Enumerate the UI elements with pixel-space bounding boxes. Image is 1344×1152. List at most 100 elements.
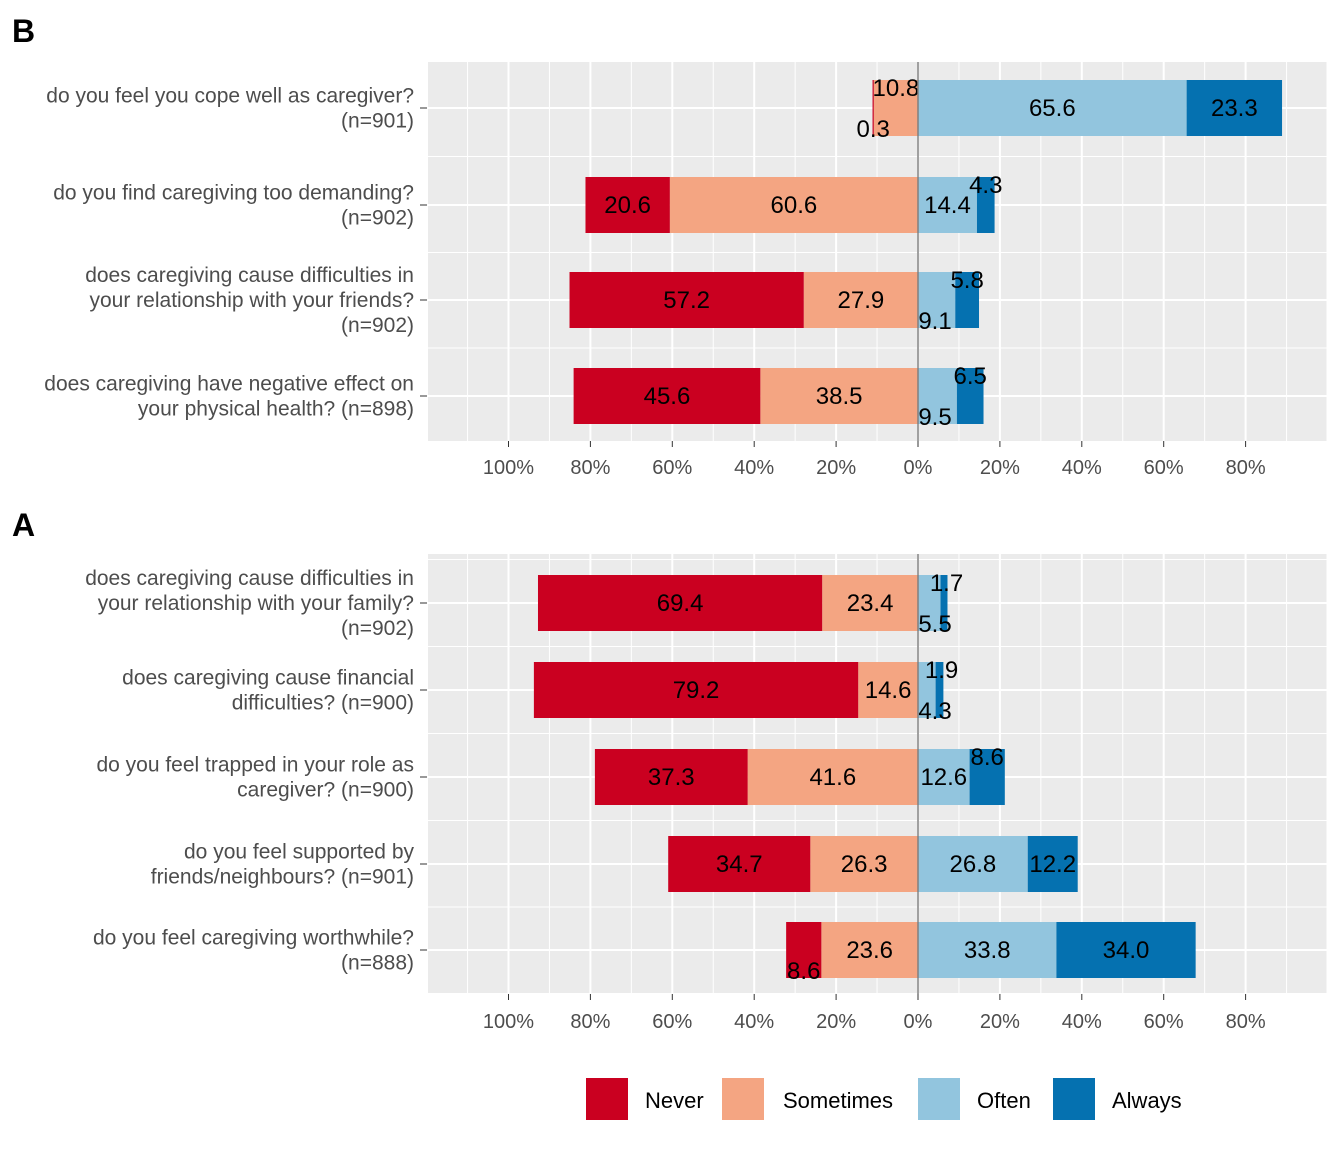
bar-always [1186, 80, 1283, 136]
bar-never [537, 575, 823, 631]
x-tick-label: 80% [570, 457, 610, 479]
bar-sometimes [873, 80, 918, 136]
bar-sometimes [669, 177, 918, 233]
data-label-often: 65.6 [1029, 95, 1076, 122]
data-label-never: 57.2 [663, 287, 710, 314]
data-label-always: 1.7 [930, 570, 963, 597]
legend-item-always: Always [1053, 1078, 1182, 1120]
legend: Never Sometimes Often Always [586, 1078, 1182, 1120]
bar-often [918, 836, 1028, 892]
data-label-sometimes: 27.9 [838, 287, 885, 314]
bar-always [1056, 922, 1196, 978]
x-tick-label: 40% [734, 1011, 774, 1033]
bar-often [918, 662, 936, 718]
bar-never [585, 177, 670, 233]
legend-item-often: Often [918, 1078, 1031, 1120]
data-label-sometimes: 60.6 [771, 192, 818, 219]
legend-key [722, 1078, 764, 1120]
bar-never [594, 749, 748, 805]
data-label-never: 0.3 [856, 116, 889, 143]
x-tick-label: 80% [570, 1011, 610, 1033]
bar-sometimes [810, 836, 918, 892]
x-axis: 100% 80% 60% 40% 20% 0% 20% 40% 60% 80% [483, 994, 1266, 1033]
bar-sometimes [858, 662, 918, 718]
category-label: do you feel trapped in your role as careg… [96, 754, 414, 802]
x-tick-label: 100% [483, 1011, 534, 1033]
data-label-always: 34.0 [1103, 937, 1150, 964]
data-label-never: 69.4 [657, 590, 704, 617]
data-label-sometimes: 26.3 [841, 851, 888, 878]
data-label-sometimes: 23.4 [847, 590, 894, 617]
data-label-always: 8.6 [971, 744, 1004, 771]
data-label-always: 12.2 [1029, 851, 1076, 878]
x-tick-label: 40% [1062, 1011, 1102, 1033]
bar-sometimes [760, 368, 918, 424]
x-tick-label: 20% [980, 457, 1020, 479]
category-label: does caregiving cause difficulties in you… [85, 567, 414, 640]
legend-item-never: Never [586, 1078, 704, 1120]
category-label: do you find caregiving too demanding? (n=… [53, 182, 414, 230]
data-label-often: 5.5 [918, 611, 951, 638]
bar-never [668, 836, 811, 892]
x-tick-label: 60% [652, 1011, 692, 1033]
data-label-often: 14.4 [924, 192, 971, 219]
bar-always [956, 368, 984, 424]
data-label-sometimes: 38.5 [816, 383, 863, 410]
bars: 10.8 0.3 65.6 23.3 60.6 20.6 14.44.3 27.9 57.2 9.… [569, 75, 1283, 431]
bar-often [918, 749, 970, 805]
bar-often [918, 368, 957, 424]
bar-often [918, 80, 1187, 136]
panel-A: A 23.4 69.4 5.5 1.7 14.6 79.2 4.3 1.9 41.6 37.3 12.… [12, 507, 1329, 1033]
x-axis: 100% 80% 60% 40% 20% 0% 20% 40% 60% 80% [483, 441, 1266, 479]
data-label-often: 9.5 [918, 404, 951, 431]
data-label-never: 37.3 [648, 764, 695, 791]
bars: 23.4 69.4 5.5 1.7 14.6 79.2 4.3 1.9 41.6 37.3 12.6… [533, 570, 1196, 985]
x-tick-label: 40% [1062, 457, 1102, 479]
bar-never [573, 368, 761, 424]
data-label-often: 26.8 [950, 851, 997, 878]
data-label-sometimes: 10.8 [873, 75, 920, 102]
data-label-sometimes: 41.6 [809, 764, 856, 791]
x-tick-label: 60% [1144, 1011, 1184, 1033]
x-tick-label: 80% [1226, 457, 1266, 479]
data-label-often: 33.8 [964, 937, 1011, 964]
legend-label: Never [645, 1088, 704, 1113]
data-label-often: 12.6 [920, 764, 967, 791]
x-tick-label: 100% [483, 457, 534, 479]
x-tick-label: 40% [734, 457, 774, 479]
category-labels: does caregiving cause difficulties in you… [85, 567, 427, 975]
data-label-often: 4.3 [918, 698, 951, 725]
data-label-sometimes: 14.6 [865, 677, 912, 704]
legend-key [918, 1078, 960, 1120]
panel-label: A [12, 507, 35, 543]
legend-item-sometimes: Sometimes [722, 1078, 893, 1120]
data-label-always: 5.8 [950, 267, 983, 294]
data-label-never: 79.2 [673, 677, 720, 704]
x-tick-label: 60% [652, 457, 692, 479]
bar-always [940, 575, 948, 631]
bar-always [1027, 836, 1078, 892]
x-tick-label: 20% [816, 1011, 856, 1033]
bar-often [918, 177, 977, 233]
category-label: does caregiving cause difficulties in you… [85, 264, 414, 337]
data-label-never: 8.6 [787, 958, 820, 985]
x-tick-label: 20% [980, 1011, 1020, 1033]
bar-often [918, 575, 941, 631]
legend-key [586, 1078, 628, 1120]
bar-always [969, 749, 1005, 805]
bar-never [533, 662, 859, 718]
panel-label: B [12, 13, 35, 49]
legend-label: Sometimes [783, 1088, 893, 1113]
category-label: does caregiving cause financial difficult… [122, 667, 414, 715]
data-label-often: 9.1 [918, 308, 951, 335]
data-label-always: 1.9 [925, 657, 958, 684]
legend-label: Often [977, 1088, 1031, 1113]
x-tick-label: 0% [904, 457, 933, 479]
x-tick-label: 60% [1144, 457, 1184, 479]
bar-sometimes [747, 749, 918, 805]
legend-label: Always [1112, 1088, 1182, 1113]
bar-never [872, 80, 874, 136]
bar-often [918, 272, 956, 328]
bar-always [976, 177, 995, 233]
data-label-always: 23.3 [1211, 95, 1258, 122]
